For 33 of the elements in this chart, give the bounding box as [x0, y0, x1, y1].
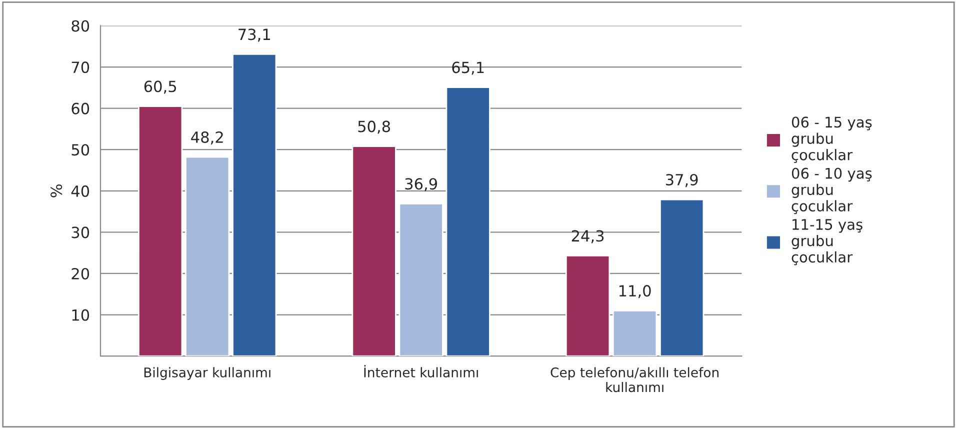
y-tick-label: 60: [72, 102, 90, 114]
data-label: 50,8: [358, 120, 390, 134]
data-label: 24,3: [572, 230, 604, 244]
bar: [352, 146, 396, 356]
y-tick-label: 30: [72, 226, 90, 238]
y-tick-label: 70: [72, 61, 90, 74]
data-label: 48,2: [191, 131, 223, 145]
y-tick-label: 40: [71, 185, 90, 197]
y-tick-label: 50: [72, 144, 90, 156]
bar: [565, 255, 610, 356]
bar: [398, 203, 444, 356]
bar: [612, 310, 658, 356]
bar: [185, 156, 230, 356]
bar: [446, 86, 490, 356]
data-label: 36,9: [405, 178, 438, 192]
y-axis-title: %: [50, 184, 62, 198]
data-label: 73,1: [238, 28, 270, 42]
bar: [232, 54, 277, 356]
x-tick-label: Bilgisayar kullanımı: [144, 367, 270, 380]
bar: [660, 198, 704, 356]
data-label: 65,1: [452, 62, 484, 75]
x-tick-label: Cep telefonu/akıllı telefon kullanımı: [550, 367, 718, 392]
y-tick-label: 80: [72, 20, 90, 32]
y-tick-label: 20: [72, 268, 90, 280]
bar: [138, 106, 183, 356]
data-label: 60,5: [144, 80, 176, 94]
data-label: 11,0: [619, 285, 651, 298]
legend-label: 06 - 10 yaş grubu çocuklar: [792, 168, 872, 214]
data-label: 37,9: [666, 174, 698, 188]
legend-label: 11-15 yaş grubu çocuklar: [792, 219, 862, 266]
y-tick-label: 10: [72, 309, 90, 321]
legend-label: 06 - 15 yaş grubu çocuklar: [792, 116, 872, 163]
x-tick-label: İnternet kullanımı: [364, 365, 478, 378]
